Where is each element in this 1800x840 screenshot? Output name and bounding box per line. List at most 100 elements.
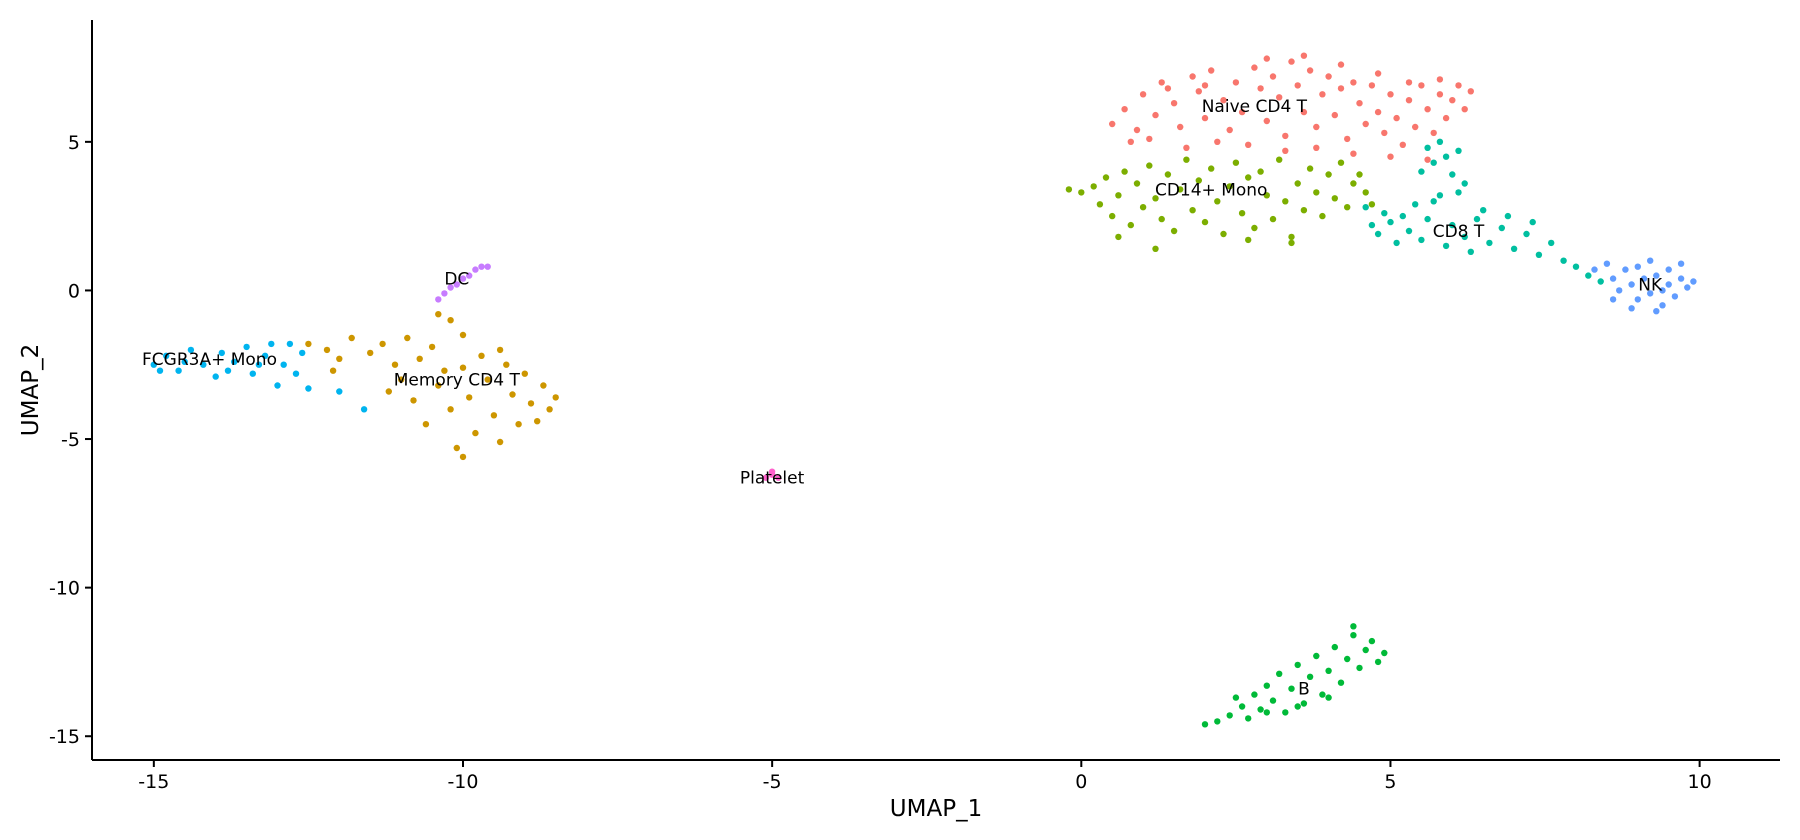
data-point <box>398 376 405 383</box>
data-point <box>1368 201 1376 208</box>
data-point <box>391 361 399 368</box>
data-point <box>1560 257 1567 264</box>
x-tick-label: 0 <box>1075 771 1087 793</box>
data-point <box>1331 195 1339 202</box>
data-point <box>1078 189 1085 196</box>
data-point <box>1214 718 1221 725</box>
data-point <box>762 474 770 481</box>
data-point <box>1177 186 1184 193</box>
data-point <box>1486 239 1493 247</box>
data-point <box>224 367 232 374</box>
data-point <box>1146 135 1153 143</box>
data-point <box>1164 85 1172 92</box>
data-point <box>1337 85 1345 92</box>
series-platelet <box>762 468 782 481</box>
data-point <box>175 367 182 374</box>
data-point <box>1214 198 1221 205</box>
data-point <box>286 340 294 348</box>
data-point <box>1653 308 1660 315</box>
data-point <box>1418 168 1425 175</box>
x-tick-label: -10 <box>447 771 478 793</box>
data-point <box>1350 180 1357 187</box>
data-point <box>243 343 250 351</box>
data-point <box>1609 275 1617 282</box>
data-point <box>1461 106 1468 113</box>
data-point <box>459 275 467 282</box>
data-point <box>1467 88 1475 95</box>
data-point <box>1659 287 1666 294</box>
data-point <box>1276 94 1283 101</box>
data-point <box>200 361 207 368</box>
data-point <box>1288 239 1295 247</box>
data-point <box>1634 296 1642 303</box>
data-point <box>1442 114 1450 122</box>
data-point <box>552 394 559 401</box>
data-point <box>472 266 479 273</box>
data-point <box>1449 97 1456 104</box>
data-point <box>1387 91 1394 98</box>
data-point <box>1381 210 1388 217</box>
data-point <box>1331 643 1339 651</box>
series-cd14-mono <box>1065 156 1376 252</box>
x-axis-title: UMAP_1 <box>890 796 982 822</box>
data-point <box>540 382 547 389</box>
data-point <box>1430 159 1437 166</box>
data-point <box>1523 230 1530 238</box>
data-point <box>1294 82 1301 89</box>
data-point <box>1152 245 1159 252</box>
data-point <box>1226 183 1233 190</box>
data-point <box>1164 171 1172 178</box>
series-dc <box>435 263 491 303</box>
data-point <box>435 296 442 303</box>
data-point <box>1325 694 1332 701</box>
data-point <box>1294 703 1301 710</box>
data-point <box>1139 91 1147 98</box>
data-point <box>1362 646 1369 654</box>
data-point <box>1442 242 1450 250</box>
data-point <box>1201 218 1209 226</box>
data-point <box>1393 114 1400 122</box>
data-point <box>1109 212 1116 220</box>
data-point <box>1356 100 1363 107</box>
data-point <box>1510 245 1518 252</box>
series-cd8-t <box>1362 138 1604 285</box>
data-point <box>156 367 164 374</box>
data-point <box>1368 82 1376 89</box>
data-point <box>1201 114 1209 122</box>
data-point <box>1597 278 1604 285</box>
data-point <box>1263 55 1271 62</box>
data-point <box>1313 123 1320 131</box>
data-point <box>466 272 473 279</box>
data-point <box>435 311 442 318</box>
data-point <box>1170 227 1178 235</box>
data-point <box>1399 212 1407 220</box>
data-point <box>1647 257 1654 264</box>
data-point <box>441 367 448 374</box>
data-point <box>1282 709 1289 716</box>
data-point <box>255 361 263 368</box>
data-point <box>1245 236 1252 244</box>
data-point <box>1282 132 1289 140</box>
y-tick-label: -10 <box>49 578 80 600</box>
data-point <box>1269 215 1277 223</box>
data-point <box>1381 649 1388 657</box>
data-point <box>1288 58 1295 65</box>
cluster-labels-layer: Naive CD4 T CD14+ Mono CD8 T NK B FCGR3A+ Mon… <box>142 97 1663 700</box>
data-point <box>1436 76 1444 83</box>
points-layer <box>150 52 1697 728</box>
data-point <box>1374 108 1382 116</box>
data-point <box>150 361 157 368</box>
data-point <box>447 406 454 413</box>
series-b <box>1201 623 1388 728</box>
data-point <box>521 370 528 377</box>
cluster-label: FCGR3A+ Mono <box>142 350 277 370</box>
data-point <box>261 352 269 359</box>
data-point <box>1201 721 1209 728</box>
x-ticks: -15 -10 -5 0 5 10 <box>138 760 1712 793</box>
data-point <box>1183 144 1190 151</box>
data-point <box>1350 79 1357 86</box>
data-point <box>1455 147 1462 154</box>
data-point <box>1257 168 1264 175</box>
data-point <box>515 421 522 428</box>
data-point <box>1424 144 1431 151</box>
